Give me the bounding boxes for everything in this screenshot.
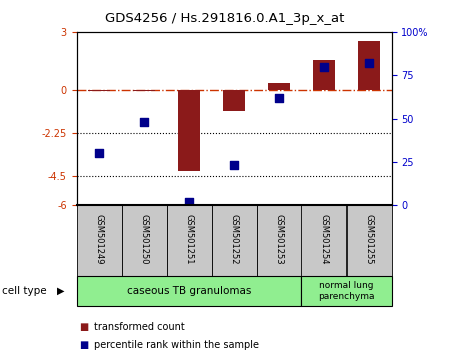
Bar <box>223 90 245 111</box>
Point <box>365 60 373 66</box>
Point <box>320 64 328 69</box>
Bar <box>88 90 110 91</box>
Bar <box>178 90 200 171</box>
Text: ■: ■ <box>79 340 88 350</box>
Bar <box>358 41 380 90</box>
Text: percentile rank within the sample: percentile rank within the sample <box>94 340 260 350</box>
Point <box>140 119 148 125</box>
Bar <box>268 83 290 90</box>
Text: GSM501253: GSM501253 <box>274 214 284 265</box>
Text: GSM501254: GSM501254 <box>320 214 328 264</box>
Point <box>275 95 283 101</box>
Bar <box>313 60 335 90</box>
Point <box>95 150 103 156</box>
Point <box>230 162 238 168</box>
Point <box>185 199 193 205</box>
Text: GSM501250: GSM501250 <box>140 214 148 264</box>
Text: normal lung
parenchyma: normal lung parenchyma <box>318 281 375 301</box>
Text: transformed count: transformed count <box>94 322 185 332</box>
Text: GSM501252: GSM501252 <box>230 214 238 264</box>
Text: ▶: ▶ <box>57 286 64 296</box>
Bar <box>133 90 155 91</box>
Text: cell type: cell type <box>2 286 47 296</box>
Text: GDS4256 / Hs.291816.0.A1_3p_x_at: GDS4256 / Hs.291816.0.A1_3p_x_at <box>105 12 345 25</box>
Text: GSM501251: GSM501251 <box>184 214 194 264</box>
Text: GSM501255: GSM501255 <box>364 214 373 264</box>
Text: ■: ■ <box>79 322 88 332</box>
Text: caseous TB granulomas: caseous TB granulomas <box>127 286 251 296</box>
Text: GSM501249: GSM501249 <box>94 214 104 264</box>
